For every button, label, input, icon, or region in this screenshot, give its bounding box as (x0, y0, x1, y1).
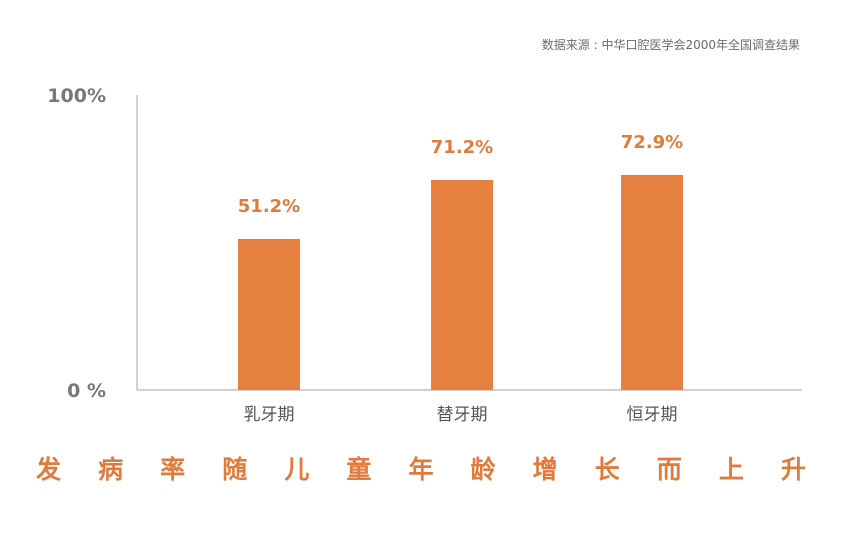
caption-char: 率 (160, 455, 186, 484)
data-label: 51.2% (238, 196, 300, 217)
caption-char: 升 (780, 455, 806, 484)
caption-char: 上 (718, 455, 744, 484)
data-label: 71.2% (431, 137, 493, 158)
x-tick-label: 替牙期 (437, 405, 488, 425)
y-tick-label: 100% (47, 85, 106, 107)
bar-2 (431, 179, 493, 390)
caption-char: 随 (222, 455, 248, 484)
x-tick-label: 恒牙期 (627, 405, 678, 425)
caption-char: 年 (408, 455, 434, 484)
caption-char: 儿 (284, 455, 310, 484)
caption-char: 童 (346, 455, 372, 484)
caption-char: 而 (656, 455, 682, 484)
bar-1 (238, 238, 300, 390)
chart-bars (238, 174, 683, 390)
caption-char: 病 (98, 455, 124, 484)
caption-char: 发 (36, 455, 62, 484)
caption-char: 增 (532, 455, 558, 484)
data-label: 72.9% (621, 132, 683, 153)
data-source-note: 数据来源 : 中华口腔医学会2000年全国调查结果 (541, 38, 800, 52)
chart-labels: 0 % 100% 51.2% 乳牙期 71.2% 替牙期 72.9% 恒牙期 (47, 85, 683, 425)
bar-3 (621, 174, 683, 390)
x-tick-label: 乳牙期 (244, 405, 295, 425)
caption-char: 龄 (470, 455, 496, 484)
chart-caption: 发病率随儿童年龄增长而上升 (36, 450, 806, 486)
y-tick-label: 0 % (67, 380, 106, 402)
caption-char: 长 (594, 455, 620, 484)
